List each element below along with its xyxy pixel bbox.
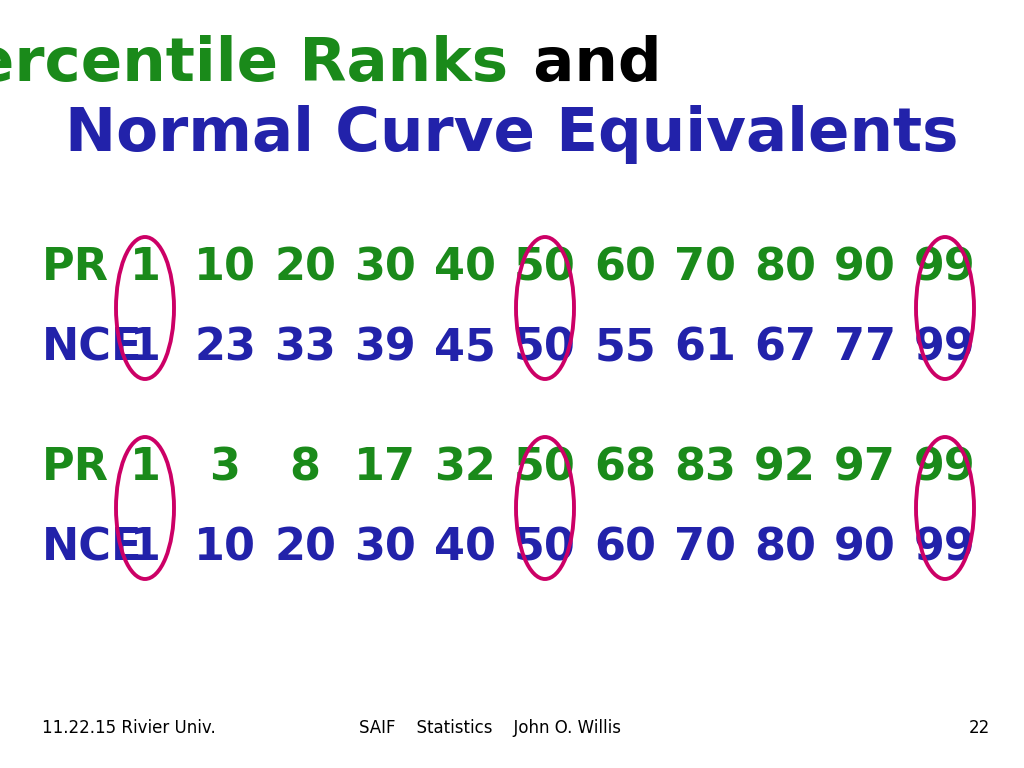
Text: 20: 20 [274, 247, 336, 290]
Text: 20: 20 [274, 527, 336, 570]
Text: NCE: NCE [42, 326, 142, 369]
Text: 3: 3 [210, 446, 241, 489]
Text: 39: 39 [354, 326, 416, 369]
Text: 23: 23 [195, 326, 256, 369]
Text: 99: 99 [914, 326, 976, 369]
Text: and: and [512, 35, 662, 94]
Text: 92: 92 [754, 446, 816, 489]
Text: 55: 55 [594, 326, 656, 369]
Text: 33: 33 [274, 326, 336, 369]
Text: 99: 99 [914, 527, 976, 570]
Text: SAIF    Statistics    John O. Willis: SAIF Statistics John O. Willis [359, 719, 621, 737]
Text: 90: 90 [835, 527, 896, 570]
Text: PR: PR [42, 247, 109, 290]
Text: 80: 80 [754, 247, 816, 290]
Text: 50: 50 [514, 247, 575, 290]
Text: 68: 68 [594, 446, 656, 489]
Text: NCE: NCE [42, 527, 142, 570]
Text: 1: 1 [129, 527, 161, 570]
Text: 50: 50 [514, 446, 575, 489]
Text: 61: 61 [674, 326, 736, 369]
Text: 70: 70 [674, 247, 736, 290]
Text: 97: 97 [835, 446, 896, 489]
Text: 1: 1 [129, 247, 161, 290]
Text: 11.22.15 Rivier Univ.: 11.22.15 Rivier Univ. [42, 719, 216, 737]
Text: 80: 80 [754, 527, 816, 570]
Text: 22: 22 [969, 719, 990, 737]
Text: 30: 30 [354, 247, 416, 290]
Text: 67: 67 [754, 326, 816, 369]
Text: 1: 1 [129, 446, 161, 489]
Text: 10: 10 [194, 247, 256, 290]
Text: 17: 17 [354, 446, 416, 489]
Text: 83: 83 [674, 446, 736, 489]
Text: 99: 99 [914, 446, 976, 489]
Text: 50: 50 [514, 326, 575, 369]
Text: 40: 40 [434, 527, 496, 570]
Text: 70: 70 [674, 527, 736, 570]
Text: 77: 77 [834, 326, 896, 369]
Text: 50: 50 [514, 527, 575, 570]
Text: PR: PR [42, 446, 109, 489]
Text: 8: 8 [290, 446, 321, 489]
Text: 10: 10 [194, 527, 256, 570]
Text: 32: 32 [434, 446, 496, 489]
Text: Normal Curve Equivalents: Normal Curve Equivalents [66, 105, 958, 164]
Text: 90: 90 [835, 247, 896, 290]
Text: 40: 40 [434, 247, 496, 290]
Text: 30: 30 [354, 527, 416, 570]
Text: 1: 1 [129, 326, 161, 369]
Text: 60: 60 [594, 527, 656, 570]
Text: 99: 99 [914, 247, 976, 290]
Text: 60: 60 [594, 247, 656, 290]
Text: Percentile Ranks: Percentile Ranks [0, 35, 508, 94]
Text: 45: 45 [434, 326, 496, 369]
